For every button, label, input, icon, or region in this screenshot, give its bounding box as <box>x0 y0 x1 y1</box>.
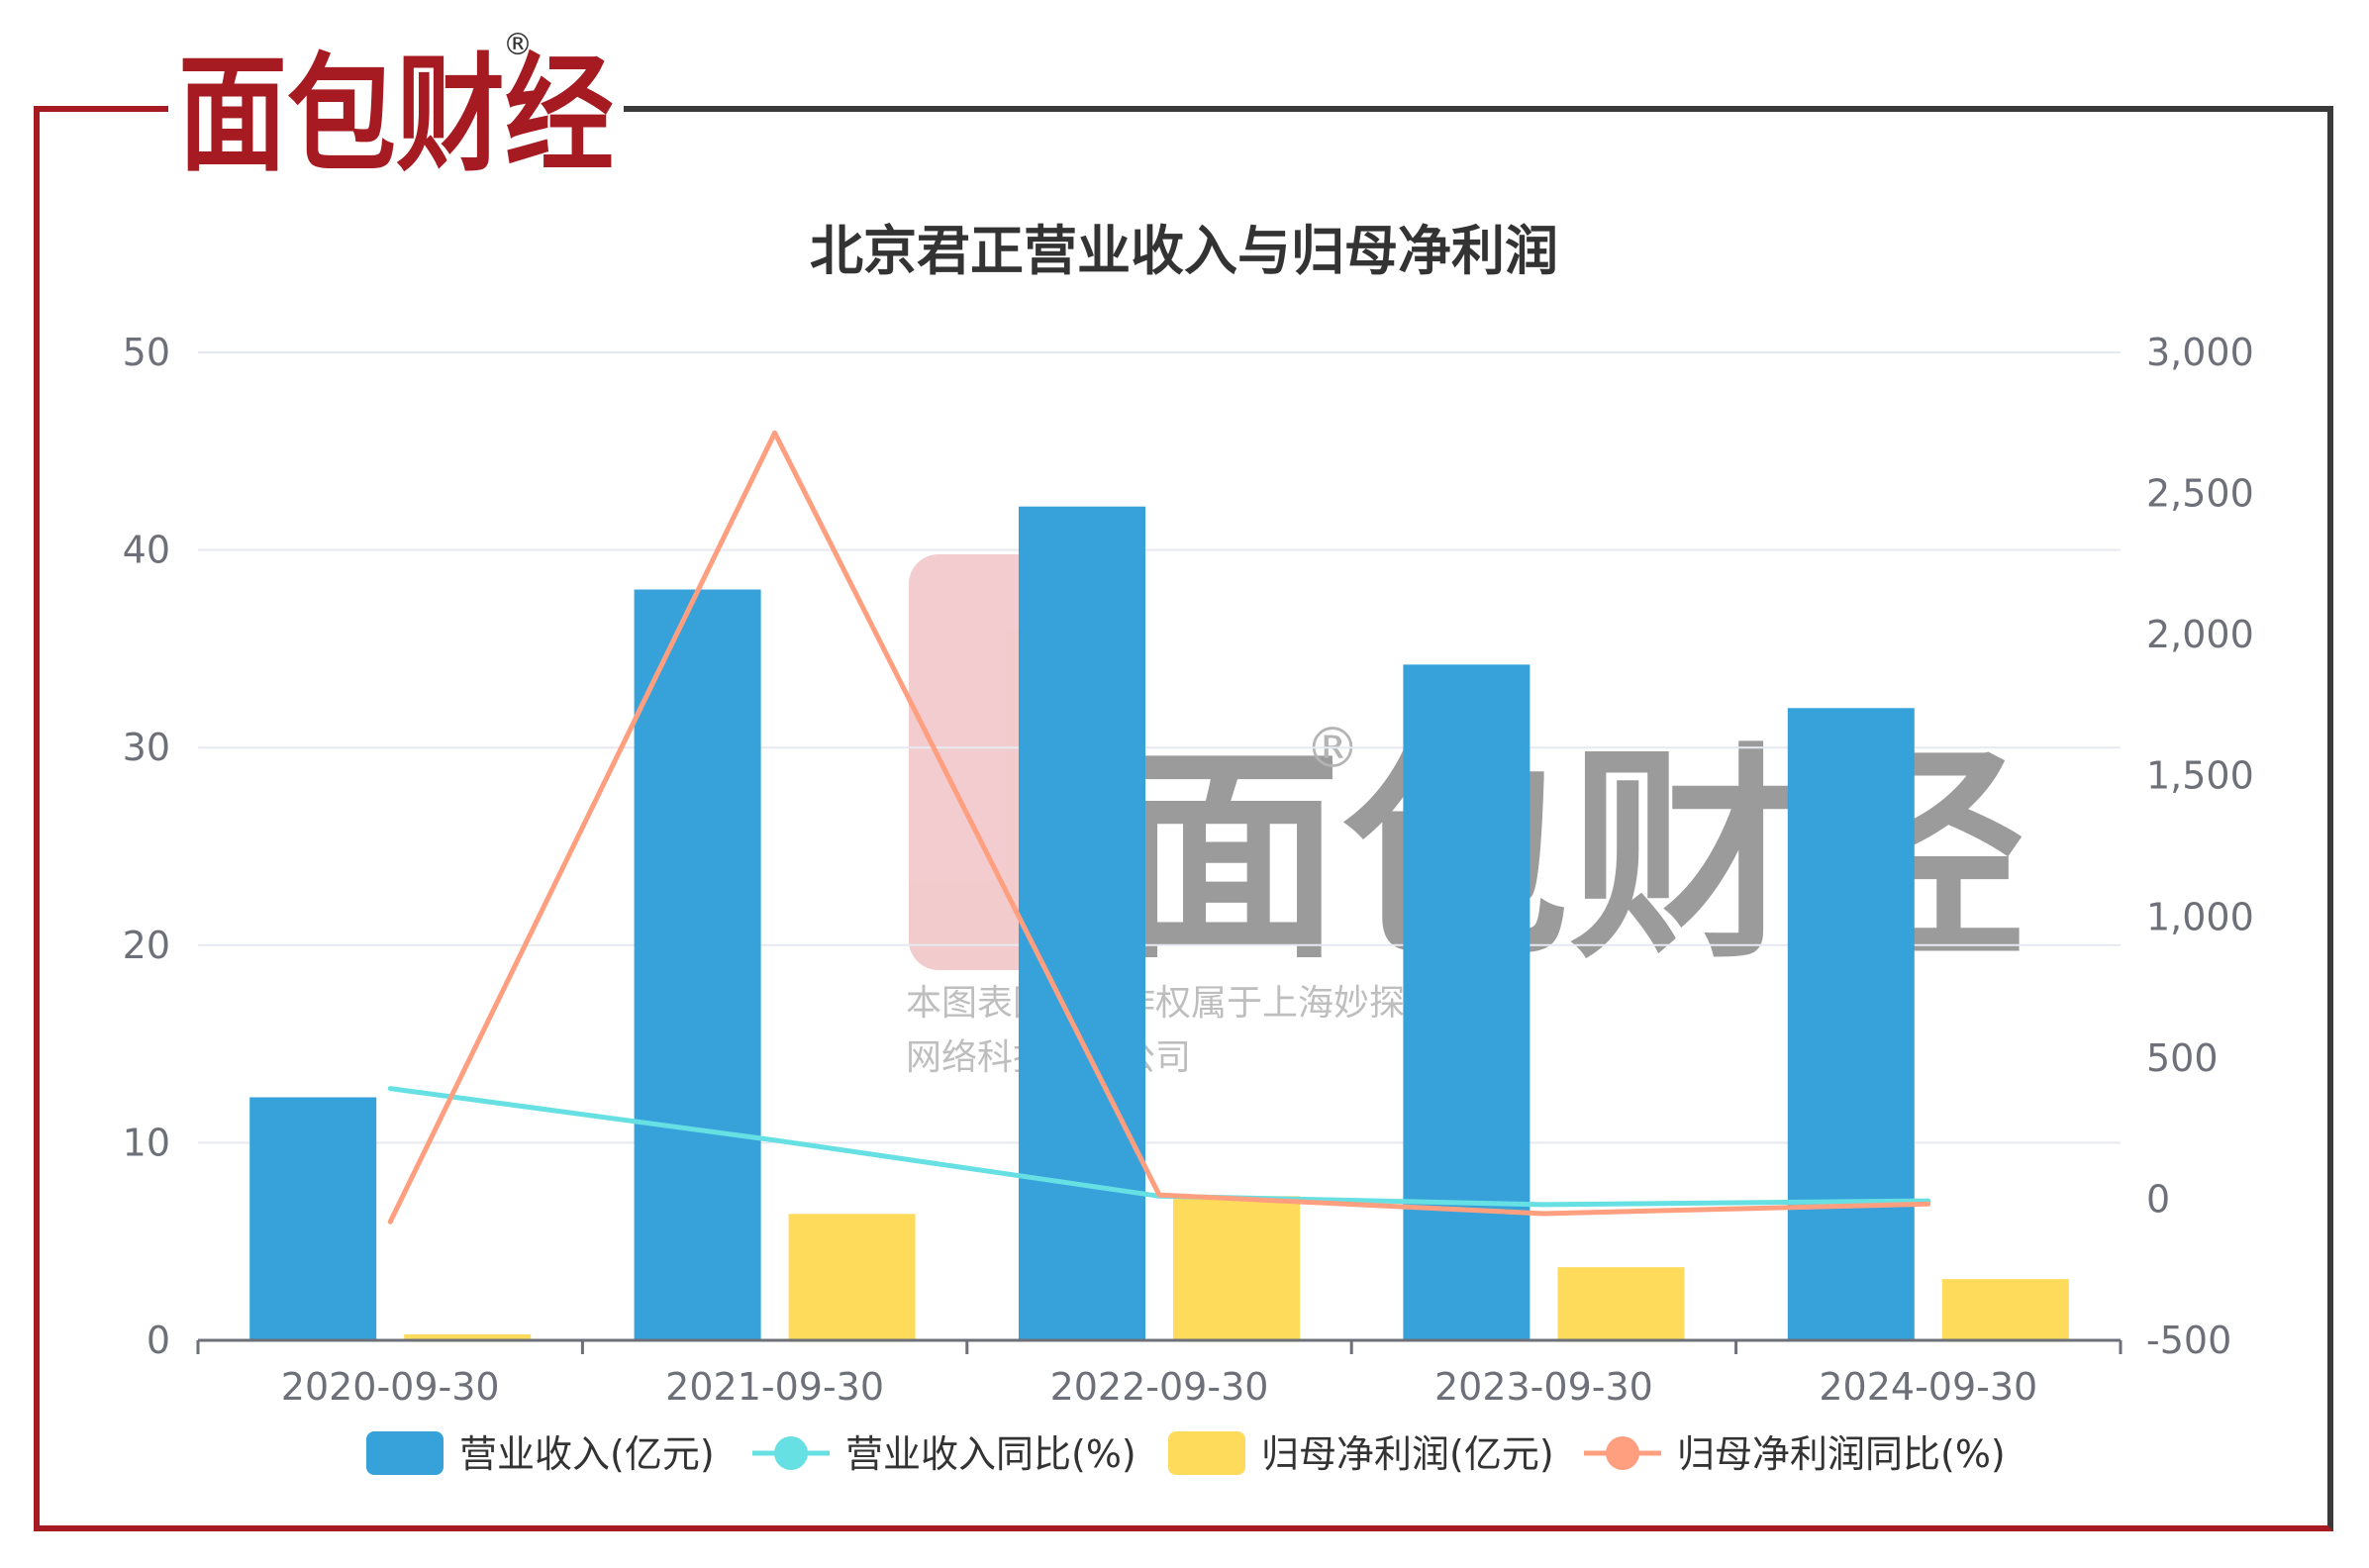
revenue-yoy-line <box>387 1086 1931 1208</box>
logo-text: 面包财经 <box>178 42 614 178</box>
left-axis-tick-label: 0 <box>147 1319 170 1362</box>
line-series <box>387 430 1931 1225</box>
right-axis-tick-label: 0 <box>2146 1177 2170 1221</box>
legend-swatch <box>366 1431 444 1475</box>
x-axis-tick-label: 2023-09-30 <box>1434 1365 1653 1409</box>
left-axis-tick-labels: 0 10 20 30 40 50 <box>123 331 170 1362</box>
net-profit-bar <box>1557 1267 1685 1340</box>
right-axis-tick-label: -500 <box>2146 1319 2231 1362</box>
logo-background <box>168 30 624 178</box>
right-axis-tick-labels: -500 0 500 1,000 1,500 2,000 2,500 3,000 <box>2146 331 2254 1362</box>
x-axis-tick-label: 2022-09-30 <box>1050 1365 1269 1409</box>
right-axis-tick-label: 1,000 <box>2146 895 2254 938</box>
brand-logo: 面包财经 ® <box>168 28 624 178</box>
x-axis-tick-label: 2024-09-30 <box>1819 1365 2037 1409</box>
net-profit-bar <box>1941 1279 2069 1340</box>
revenue-bar <box>634 589 761 1340</box>
legend-label: 营业收入(亿元) <box>459 1432 715 1476</box>
revenue-bar <box>1787 708 1915 1340</box>
x-axis: 2020-09-30 2021-09-30 2022-09-30 2023-09-30… <box>196 1338 2122 1409</box>
net-profit-yoy-line <box>387 430 1931 1225</box>
right-axis-tick-label: 1,500 <box>2146 754 2254 798</box>
right-axis-tick-label: 3,000 <box>2146 331 2254 374</box>
revenue-bar <box>1403 664 1530 1340</box>
net-profit-bar <box>404 1334 532 1340</box>
legend-label: 归母净利润(亿元) <box>1261 1432 1554 1476</box>
x-axis-tick-label: 2021-09-30 <box>665 1365 884 1409</box>
right-axis-tick-label: 2,500 <box>2146 472 2254 516</box>
right-axis-tick-label: 500 <box>2146 1036 2219 1080</box>
revenue-bar <box>1019 506 1145 1340</box>
left-axis-tick-label: 30 <box>123 726 170 769</box>
net-profit-bar <box>788 1214 916 1340</box>
right-axis-tick-label: 2,000 <box>2146 613 2254 656</box>
revenue-bar <box>249 1097 377 1340</box>
legend-swatch <box>1168 1431 1245 1475</box>
legend-label: 营业收入同比(%) <box>845 1432 1136 1476</box>
legend-marker <box>774 1436 808 1470</box>
left-axis-tick-label: 10 <box>123 1121 170 1164</box>
legend: 营业收入(亿元) 营业收入同比(%) 归母净利润(亿元) 归母净利润同比(%) <box>366 1431 2006 1476</box>
x-axis-tick-label: 2020-09-30 <box>281 1365 500 1409</box>
legend-marker <box>1606 1436 1639 1470</box>
net-profit-bar <box>1173 1196 1300 1340</box>
left-axis-tick-label: 20 <box>123 924 170 967</box>
bar-series <box>249 506 2069 1340</box>
chart-frame <box>34 106 2333 1531</box>
left-axis-tick-label: 40 <box>123 529 170 572</box>
watermark-registered-mark: ® <box>1305 717 1360 781</box>
left-axis-tick-label: 50 <box>123 331 170 374</box>
frame-top-red-accent <box>34 106 182 112</box>
watermark-line-1: 本图表图片著作权属于上海妙探 <box>906 983 1405 1024</box>
legend-label: 归母净利润同比(%) <box>1677 1432 2006 1476</box>
chart-title: 北京君正营业收入与归母净利润 <box>810 220 1558 282</box>
logo-registered-mark: ® <box>503 28 533 62</box>
